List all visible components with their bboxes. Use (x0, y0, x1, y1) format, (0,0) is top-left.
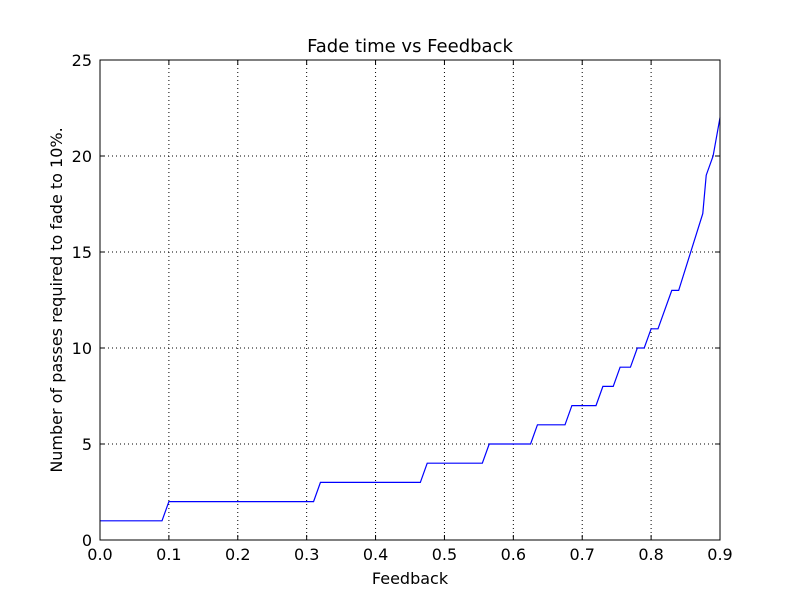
x-tick-label: 0.3 (294, 545, 319, 564)
x-tick-label: 0.8 (638, 545, 663, 564)
y-tick-label: 0 (82, 531, 92, 550)
y-tick-label: 25 (72, 51, 92, 70)
y-tick-label: 10 (72, 339, 92, 358)
x-axis-label: Feedback (372, 569, 449, 588)
y-tick-label: 20 (72, 147, 92, 166)
x-tick-label: 0.6 (501, 545, 526, 564)
x-tick-label: 0.5 (432, 545, 457, 564)
x-tick-label: 0.9 (707, 545, 732, 564)
series-line (100, 117, 721, 522)
x-tick-label: 0.7 (569, 545, 594, 564)
y-axis-label: Number of passes required to fade to 10%… (47, 127, 66, 472)
x-tick-label: 0.4 (363, 545, 388, 564)
x-tick-label: 0.2 (225, 545, 250, 564)
y-tick-label: 15 (72, 243, 92, 262)
chart-title: Fade time vs Feedback (307, 36, 513, 57)
axis-ticks: 0.0 0.1 0.2 0.3 0.4 0.5 0.6 0.7 0.8 0.9 0 5 10 15 20 25 (72, 51, 733, 564)
series-layer (100, 117, 721, 522)
x-tick-label: 0.1 (156, 545, 181, 564)
plot-frame (99, 59, 721, 541)
grid (100, 60, 720, 540)
y-tick-label: 5 (82, 435, 92, 454)
x-tick-label: 0.0 (87, 545, 112, 564)
